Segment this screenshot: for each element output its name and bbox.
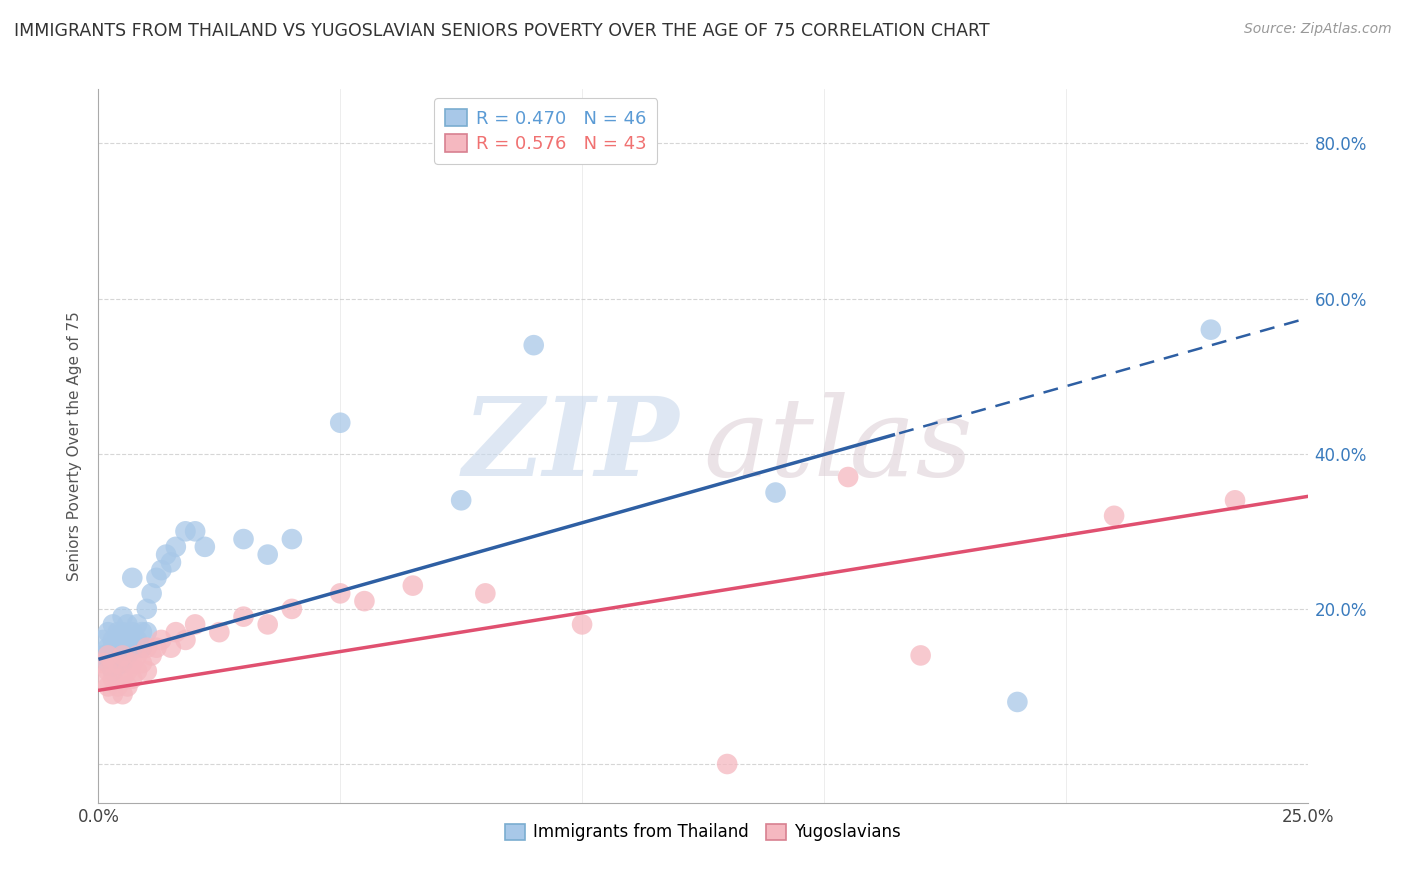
Point: [117, 648, 139, 663]
Point: [141, 648, 163, 663]
Point: [97, 664, 120, 678]
Point: [329, 586, 352, 600]
Point: [402, 579, 425, 593]
Point: [97, 656, 120, 670]
Point: [91, 672, 114, 686]
Text: atlas: atlas: [703, 392, 973, 500]
Point: [716, 757, 738, 772]
Point: [131, 640, 153, 655]
Point: [107, 656, 129, 670]
Point: [121, 625, 143, 640]
Point: [101, 640, 124, 655]
Point: [184, 524, 207, 539]
Point: [194, 540, 217, 554]
Point: [165, 625, 187, 640]
Text: Source: ZipAtlas.com: Source: ZipAtlas.com: [1244, 22, 1392, 37]
Point: [97, 680, 120, 694]
Point: [111, 656, 134, 670]
Point: [127, 664, 149, 678]
Point: [135, 640, 157, 655]
Point: [135, 625, 157, 640]
Point: [571, 617, 593, 632]
Point: [107, 648, 129, 663]
Point: [111, 687, 134, 701]
Point: [256, 548, 278, 562]
Point: [111, 640, 134, 655]
Point: [145, 571, 167, 585]
Point: [107, 680, 129, 694]
Point: [174, 524, 197, 539]
Point: [117, 680, 139, 694]
Point: [910, 648, 932, 663]
Point: [107, 632, 129, 647]
Point: [111, 625, 134, 640]
Y-axis label: Seniors Poverty Over the Age of 75: Seniors Poverty Over the Age of 75: [67, 311, 83, 581]
Point: [141, 586, 163, 600]
Text: IMMIGRANTS FROM THAILAND VS YUGOSLAVIAN SENIORS POVERTY OVER THE AGE OF 75 CORRE: IMMIGRANTS FROM THAILAND VS YUGOSLAVIAN …: [14, 22, 990, 40]
Text: ZIP: ZIP: [463, 392, 679, 500]
Point: [101, 617, 124, 632]
Point: [281, 532, 304, 546]
Point: [101, 656, 124, 670]
Point: [97, 640, 120, 655]
Point: [131, 656, 153, 670]
Point: [837, 470, 859, 484]
Point: [160, 640, 183, 655]
Point: [117, 617, 139, 632]
Point: [97, 625, 120, 640]
Point: [111, 672, 134, 686]
Point: [101, 632, 124, 647]
Legend: Immigrants from Thailand, Yugoslavians: Immigrants from Thailand, Yugoslavians: [498, 817, 908, 848]
Point: [353, 594, 375, 608]
Point: [97, 648, 120, 663]
Point: [111, 648, 134, 663]
Point: [111, 609, 134, 624]
Point: [523, 338, 546, 352]
Point: [329, 416, 352, 430]
Point: [155, 548, 177, 562]
Point: [474, 586, 496, 600]
Point: [160, 555, 183, 569]
Point: [127, 648, 149, 663]
Point: [127, 617, 149, 632]
Point: [101, 687, 124, 701]
Point: [117, 632, 139, 647]
Point: [1223, 493, 1246, 508]
Point: [1199, 323, 1222, 337]
Point: [121, 640, 143, 655]
Point: [117, 664, 139, 678]
Point: [450, 493, 472, 508]
Point: [150, 632, 173, 647]
Point: [256, 617, 278, 632]
Point: [91, 656, 114, 670]
Point: [91, 632, 114, 647]
Point: [145, 640, 167, 655]
Point: [765, 485, 787, 500]
Point: [131, 625, 153, 640]
Point: [174, 632, 197, 647]
Point: [107, 625, 129, 640]
Point: [208, 625, 231, 640]
Point: [165, 540, 187, 554]
Point: [232, 609, 254, 624]
Point: [91, 648, 114, 663]
Point: [121, 656, 143, 670]
Point: [121, 571, 143, 585]
Point: [101, 672, 124, 686]
Point: [281, 602, 304, 616]
Point: [150, 563, 173, 577]
Point: [127, 632, 149, 647]
Point: [135, 602, 157, 616]
Point: [232, 532, 254, 546]
Point: [1007, 695, 1029, 709]
Point: [184, 617, 207, 632]
Point: [1102, 508, 1125, 523]
Point: [135, 664, 157, 678]
Point: [101, 664, 124, 678]
Point: [121, 672, 143, 686]
